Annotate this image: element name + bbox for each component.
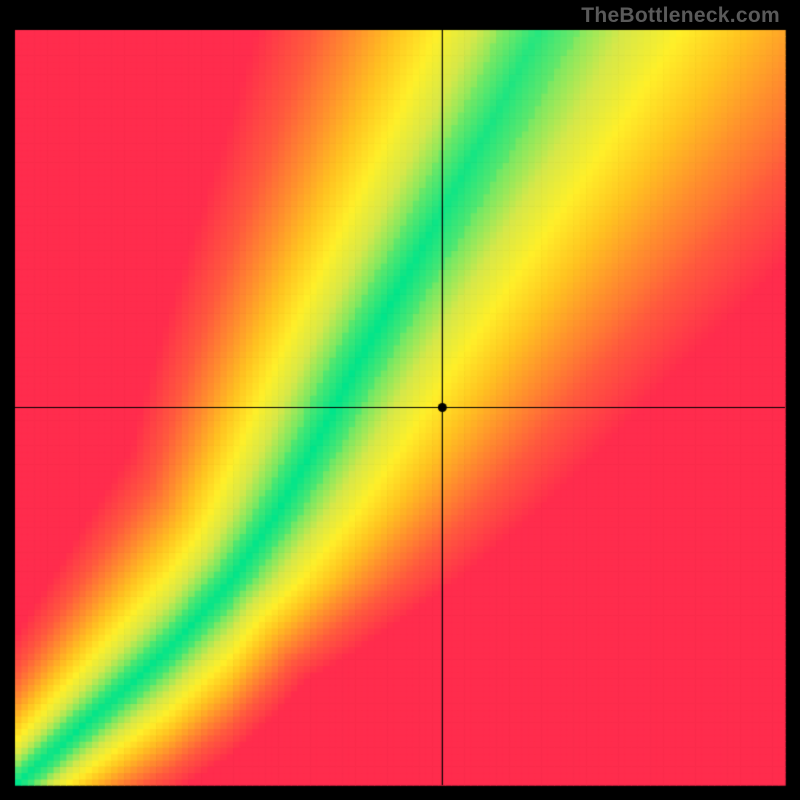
chart-container: TheBottleneck.com <box>0 0 800 800</box>
watermark-text: TheBottleneck.com <box>581 4 780 28</box>
heatmap-canvas <box>0 0 800 800</box>
